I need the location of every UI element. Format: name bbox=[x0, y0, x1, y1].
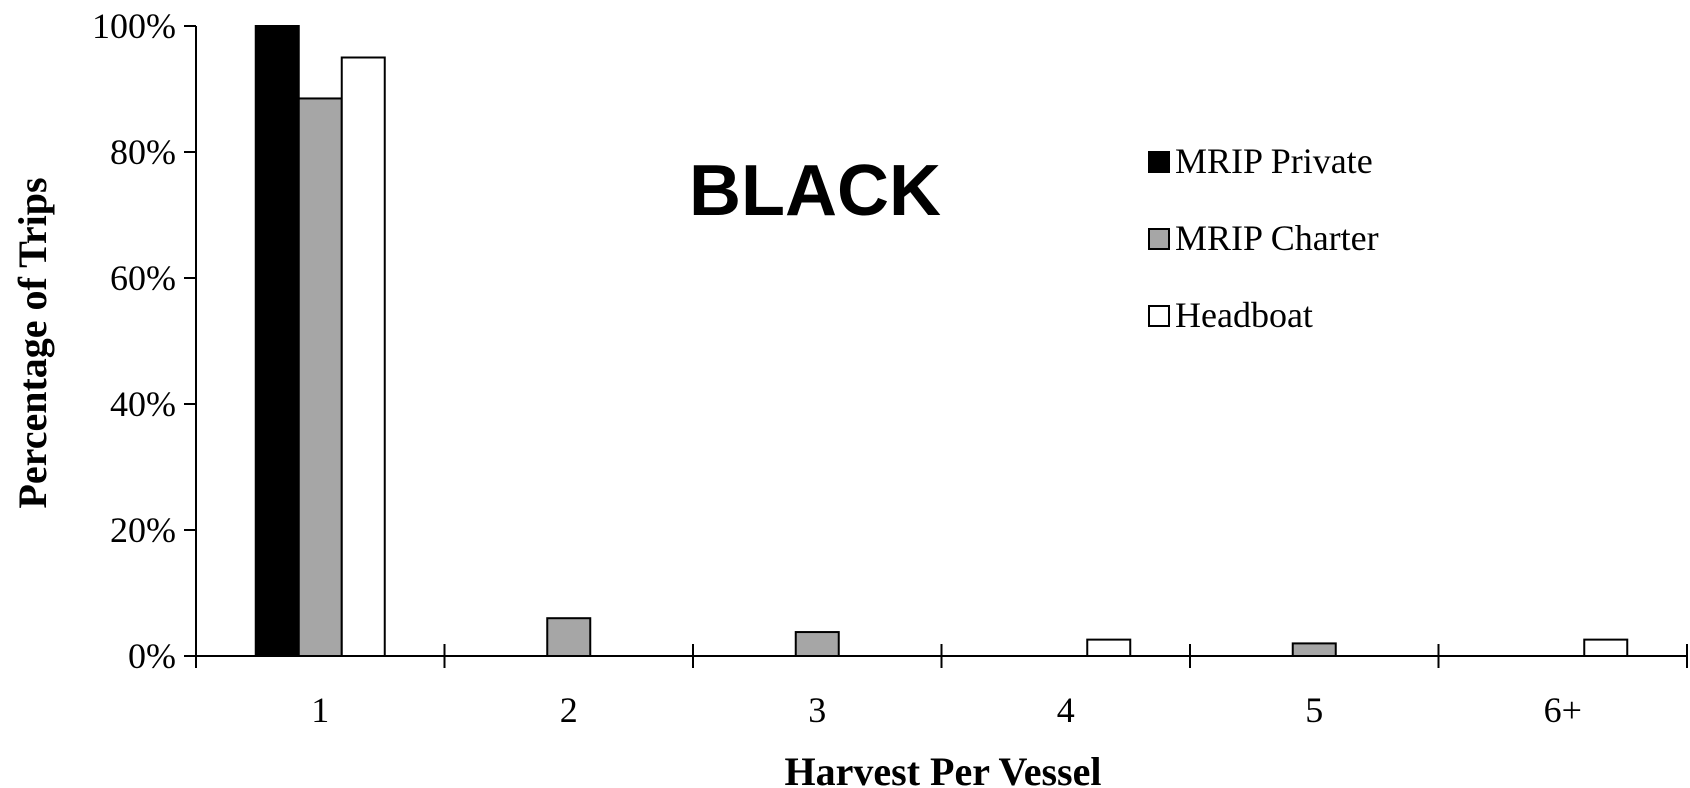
legend-item-mrip-private: MRIP Private bbox=[1148, 141, 1373, 181]
legend: MRIP Private MRIP Charter Headboat bbox=[1148, 141, 1379, 335]
chart-title: BLACK bbox=[689, 151, 941, 231]
legend-label-headboat: Headboat bbox=[1175, 295, 1313, 335]
axes-group bbox=[184, 25, 1688, 668]
bar-mrip-private-1 bbox=[254, 25, 300, 657]
tick-labels-group: 0% 20% 40% 60% 80% 100% 1 2 3 4 5 6+ bbox=[92, 6, 1582, 730]
y-axis-label: Percentage of Trips bbox=[10, 177, 55, 508]
bar-headboat-6plus bbox=[1583, 638, 1629, 657]
legend-label-mrip-private: MRIP Private bbox=[1175, 141, 1373, 181]
y-tick-label: 0% bbox=[128, 636, 176, 676]
x-tick-label: 1 bbox=[311, 690, 329, 730]
y-tick-label: 20% bbox=[110, 510, 176, 550]
bars-group bbox=[254, 25, 1629, 658]
x-tick-label: 4 bbox=[1057, 690, 1075, 730]
legend-item-mrip-charter: MRIP Charter bbox=[1148, 218, 1379, 258]
legend-item-headboat: Headboat bbox=[1148, 295, 1313, 335]
y-tick-label: 40% bbox=[110, 384, 176, 424]
x-tick-label: 6+ bbox=[1544, 690, 1582, 730]
legend-swatch-mrip-private bbox=[1148, 151, 1170, 173]
x-tick-label: 5 bbox=[1305, 690, 1323, 730]
legend-swatch-mrip-charter bbox=[1148, 228, 1170, 250]
x-axis-label: Harvest Per Vessel bbox=[785, 749, 1102, 788]
y-tick-label: 80% bbox=[110, 132, 176, 172]
bar-mrip-charter-1 bbox=[297, 97, 343, 657]
y-tick-label: 60% bbox=[110, 258, 176, 298]
bar-mrip-charter-2 bbox=[546, 617, 592, 658]
bar-headboat-4 bbox=[1086, 638, 1132, 657]
legend-swatch-headboat bbox=[1148, 305, 1170, 327]
bar-mrip-charter-5 bbox=[1291, 642, 1337, 658]
legend-label-mrip-charter: MRIP Charter bbox=[1175, 218, 1379, 258]
bar-mrip-charter-3 bbox=[794, 631, 840, 657]
x-tick-label: 3 bbox=[808, 690, 826, 730]
bar-headboat-1 bbox=[340, 56, 386, 657]
y-tick-label: 100% bbox=[92, 6, 176, 46]
x-tick-label: 2 bbox=[560, 690, 578, 730]
